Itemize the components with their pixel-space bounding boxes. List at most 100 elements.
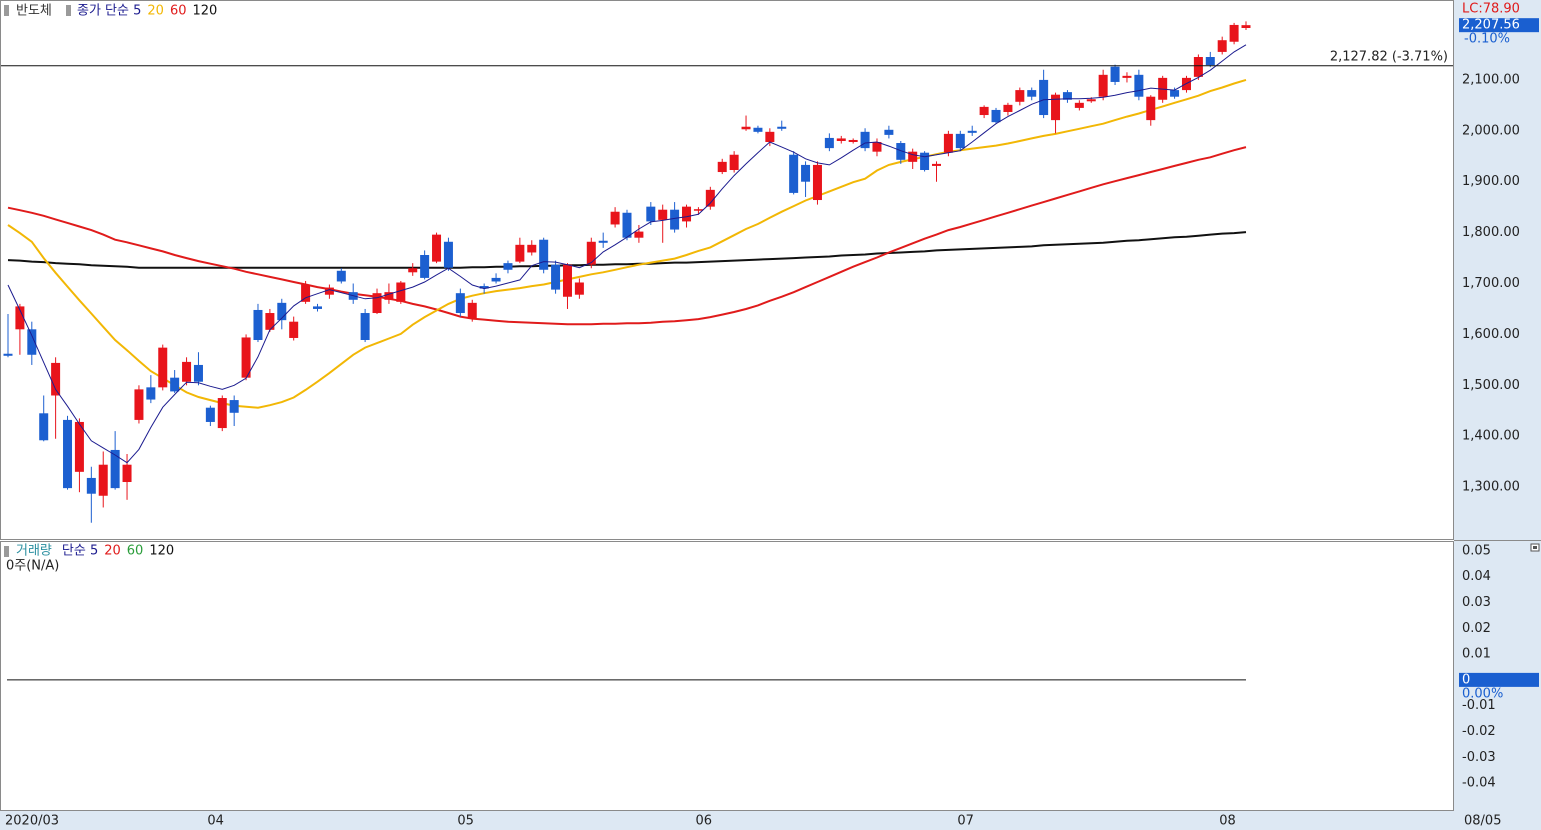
legend-entry: 20 bbox=[147, 4, 164, 19]
candle-body bbox=[205, 407, 215, 422]
last-price-box bbox=[1459, 18, 1539, 33]
y-tick-label: 0.03 bbox=[1462, 595, 1491, 610]
candle-body bbox=[1193, 57, 1203, 77]
x-tick-label: 04 bbox=[207, 814, 224, 829]
candle-body bbox=[824, 137, 834, 149]
candle-body bbox=[1110, 66, 1120, 82]
candle-body bbox=[1217, 40, 1227, 52]
y-tick-label: 1,400.00 bbox=[1462, 429, 1520, 444]
candle-body bbox=[146, 387, 156, 400]
candle-body bbox=[372, 293, 382, 314]
candle-body bbox=[658, 209, 668, 220]
candle-body bbox=[1039, 79, 1049, 116]
candle-body bbox=[622, 212, 632, 238]
legend-entry: 60 bbox=[170, 4, 187, 19]
y-tick-label: 0.01 bbox=[1462, 647, 1491, 662]
candle-body bbox=[884, 129, 894, 135]
volume-panel-border bbox=[0, 541, 1454, 811]
candle-body bbox=[408, 268, 418, 273]
price-panel-border bbox=[0, 0, 1454, 540]
legend-handle[interactable] bbox=[4, 5, 9, 16]
x-tick-label: 08 bbox=[1219, 814, 1236, 829]
candle-body bbox=[3, 353, 13, 356]
candle-body bbox=[646, 206, 656, 222]
candle-body bbox=[682, 206, 692, 222]
baseline-tick-box bbox=[1459, 672, 1539, 687]
candle-body bbox=[979, 106, 989, 116]
candle-body bbox=[634, 231, 644, 238]
candle-body bbox=[693, 209, 703, 211]
candle-body bbox=[1122, 75, 1132, 78]
candle-body bbox=[86, 477, 96, 494]
candle-body bbox=[920, 152, 930, 171]
candle-body bbox=[98, 464, 108, 496]
candle-body bbox=[1134, 74, 1144, 97]
candle-body bbox=[193, 364, 203, 382]
baseline-label: 0.00% bbox=[1462, 686, 1503, 701]
candle-body bbox=[932, 163, 941, 166]
moving-average-line bbox=[7, 146, 1247, 326]
candle-body bbox=[1027, 90, 1037, 97]
candle-body bbox=[491, 277, 501, 282]
candle-body bbox=[277, 302, 287, 321]
y-tick-label: 2,100.00 bbox=[1462, 72, 1520, 87]
candle-body bbox=[170, 377, 180, 392]
candle-body bbox=[479, 286, 489, 289]
marks bbox=[1, 21, 1453, 681]
y-tick-label: 1,800.00 bbox=[1462, 225, 1520, 240]
candle-body bbox=[455, 293, 465, 314]
candle-body bbox=[51, 362, 61, 396]
candle-body bbox=[1086, 99, 1096, 102]
candle-body bbox=[801, 164, 811, 182]
labels: 1,300.00 1,400.00 1,500.00 1,600.00 1,700.00… bbox=[5, 2, 1539, 829]
candle-body bbox=[527, 244, 537, 253]
candle-body bbox=[562, 264, 572, 297]
candle-body bbox=[420, 255, 430, 278]
candle-body bbox=[27, 329, 37, 355]
candle-body bbox=[158, 347, 168, 388]
candle-body bbox=[265, 313, 275, 330]
candle-body bbox=[1015, 90, 1025, 102]
reference-label: 2,127.82 (-3.71%) bbox=[1330, 49, 1448, 64]
candle-body bbox=[1098, 74, 1108, 97]
candle-body bbox=[229, 400, 239, 413]
candle-body bbox=[467, 302, 477, 319]
last-price-label: 2,207.56 bbox=[1462, 18, 1520, 33]
candle-body bbox=[753, 127, 763, 132]
x-tick-label: 07 bbox=[957, 814, 974, 829]
legend-handle[interactable] bbox=[66, 5, 71, 16]
candle-body bbox=[63, 419, 73, 489]
candle-body bbox=[955, 133, 965, 149]
candle-body bbox=[39, 413, 49, 441]
candle-body bbox=[515, 244, 525, 262]
candle-body bbox=[1003, 104, 1013, 112]
candle-body bbox=[872, 142, 882, 152]
candle-body bbox=[1241, 25, 1251, 28]
legend-entry: 120 bbox=[192, 4, 217, 19]
volume-note: 0주(N/A) bbox=[6, 559, 59, 574]
y-tick-label: -0.02 bbox=[1462, 724, 1496, 739]
candle-body bbox=[991, 109, 1001, 123]
chart-title: 반도체 bbox=[16, 4, 52, 19]
candle-body bbox=[765, 131, 775, 143]
y-tick-label: 2,000.00 bbox=[1462, 123, 1520, 138]
legend-handle[interactable] bbox=[4, 546, 9, 557]
candle-body bbox=[396, 282, 406, 302]
candle-body bbox=[896, 143, 906, 160]
candle-body bbox=[1229, 24, 1239, 42]
moving-average-line bbox=[7, 78, 1247, 409]
candle-body bbox=[967, 130, 977, 133]
candle-body bbox=[384, 292, 394, 300]
candle-body bbox=[324, 287, 334, 295]
legend-entry: 20 bbox=[104, 544, 121, 559]
candle-body bbox=[432, 234, 442, 262]
candle-body bbox=[717, 161, 727, 173]
candle-body bbox=[943, 133, 953, 153]
candle-body bbox=[241, 337, 251, 378]
y-tick-label: -0.01 bbox=[1462, 698, 1496, 713]
legend-entry: 120 bbox=[149, 544, 174, 559]
candle-body bbox=[610, 211, 620, 225]
volume-title: 거래량 bbox=[16, 544, 52, 559]
candle-body bbox=[74, 421, 84, 472]
